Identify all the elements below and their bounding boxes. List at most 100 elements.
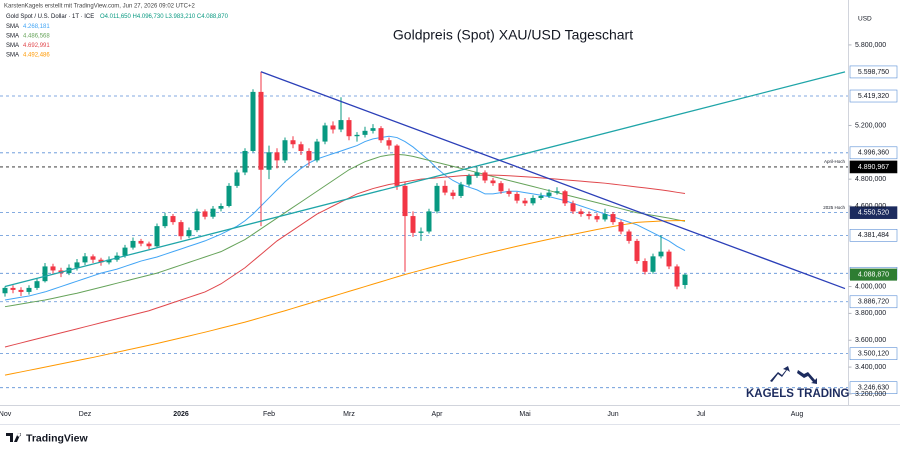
candle-body [170,216,176,223]
candle-body [266,152,272,170]
candle-body [554,191,560,193]
sma-legend-name: SMA [6,24,19,30]
candle-body [650,256,656,272]
candle-body [458,184,464,196]
chart-title: Goldpreis (Spot) XAU/USD Tageschart [393,27,633,43]
candle-body [42,266,48,282]
candle-body [538,195,544,198]
candle-body [330,125,336,130]
x-tick-label: Feb [263,411,275,418]
candle-body [474,172,480,176]
candle-body [506,191,512,194]
candle-body [450,192,456,196]
candle-body [666,251,672,267]
candle-body [610,214,616,223]
candle-body [178,222,184,237]
x-tick-label: 2026 [173,411,189,418]
candle-body [594,216,600,220]
candle-body [154,226,160,247]
platform-icon [6,433,21,442]
sma-legend-value: 4.486,568 [23,33,50,39]
candle-body [34,281,40,288]
candle-body [202,211,208,217]
price-label: 5.598,750 [858,69,889,76]
level-note: April-Hoch [824,159,846,164]
candle-body [90,256,96,260]
candle-body [106,259,112,263]
candle-body [370,128,376,131]
candle-body [570,203,576,212]
header-credit: KarstenKagels erstellt mit TradingView.c… [4,4,195,10]
y-tick-label: 5.200,000 [855,122,886,129]
candle-body [274,152,280,161]
brand-logo: KAGELS TRADING [746,366,850,400]
platform-name: TradingView [26,432,88,444]
x-tick-label: Apr [432,411,444,418]
sma-legend-name: SMA [6,52,19,58]
candle-body [674,266,680,287]
candle-body [482,172,488,181]
last-price-label: 4.088,870 [858,271,889,278]
candle-body [586,214,592,217]
price-label-box [849,146,898,160]
price-label-box [849,89,898,103]
candle-body [290,140,296,145]
sma-legend-name: SMA [6,43,19,49]
candle-body [282,140,288,161]
x-tick-label: Jun [607,411,618,418]
candle-body [122,247,128,256]
candle-body [546,192,552,196]
x-tick-label: Mai [519,411,531,418]
sma-legend-value: 4.492,486 [23,52,50,58]
candle-body [338,120,344,130]
candle-body [498,183,504,192]
price-label-box [849,160,898,174]
brand-name: KAGELS TRADING [746,388,850,400]
candle-body [634,240,640,262]
candle-body [402,185,408,217]
platform-logo: TradingView [6,432,88,444]
candle-body [242,150,248,173]
candle-body [618,222,624,232]
sma-line [4,219,686,376]
ohlc-values: O4.011,650 H4.096,730 L3.983,210 C4.088,… [100,14,229,20]
currency: USD [858,16,872,23]
bear-icon [797,370,817,384]
price-label: 4.996,360 [858,150,889,157]
candle-body [98,259,104,263]
sma-line [4,135,686,301]
plot-area [0,71,848,389]
sma-legend-value: 4.692,991 [23,43,50,49]
candle-body [442,185,448,193]
price-label-box [849,381,898,394]
x-tick-label: Jul [697,411,706,418]
candle-body [466,175,472,185]
price-label: 3.246,630 [858,385,889,392]
candle-body [162,216,168,227]
sma-legend: SMA 4.692,991 [6,43,50,49]
price-label-box [849,347,898,360]
price-label: 3.500,120 [858,351,889,358]
sma-legend-value: 4.268,181 [23,24,50,30]
x-tick-label: Mrz [343,411,355,418]
candle-body [642,261,648,272]
x-tick-label: Aug [791,411,804,418]
level-note: 2025 Hoch [823,205,845,210]
symbol-legend: Gold Spot / U.S. Dollar · 1T · ICE O4.01… [6,14,229,20]
candle-body [346,120,352,137]
candle-body [146,243,152,247]
candle-body [298,144,304,151]
candle-body [378,128,384,141]
overlay: 5.598,750 5.419,320 4.996,360 4.890,967 4.55… [849,65,898,394]
y-tick-label: 3.600,000 [855,337,886,344]
candle-body [626,231,632,241]
y-tick-label: 3.800,000 [855,310,886,317]
candle-body [306,150,312,161]
y-tick-label: 4.800,000 [855,176,886,183]
symbol-name: Gold Spot / U.S. Dollar · 1T · ICE [6,14,94,20]
price-label-box [849,295,898,309]
candle-body [130,240,136,248]
candle-body [434,185,440,212]
candle-body [530,197,536,204]
